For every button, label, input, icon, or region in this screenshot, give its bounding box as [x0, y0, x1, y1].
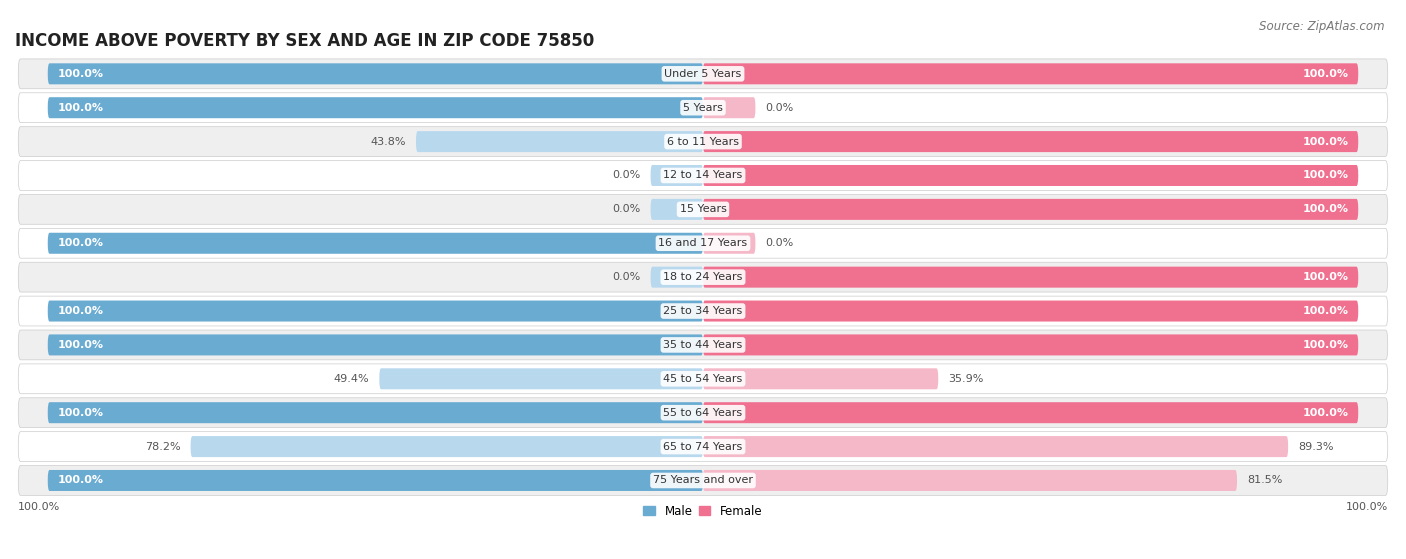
Text: 100.0%: 100.0%	[58, 103, 104, 113]
FancyBboxPatch shape	[191, 436, 703, 457]
Text: 100.0%: 100.0%	[1346, 503, 1388, 513]
Text: 45 to 54 Years: 45 to 54 Years	[664, 374, 742, 384]
Text: 35 to 44 Years: 35 to 44 Years	[664, 340, 742, 350]
FancyBboxPatch shape	[18, 330, 1388, 360]
Text: 100.0%: 100.0%	[58, 306, 104, 316]
FancyBboxPatch shape	[703, 301, 1358, 321]
FancyBboxPatch shape	[703, 165, 1358, 186]
FancyBboxPatch shape	[48, 334, 703, 356]
Text: 55 to 64 Years: 55 to 64 Years	[664, 408, 742, 418]
FancyBboxPatch shape	[703, 402, 1358, 423]
FancyBboxPatch shape	[651, 267, 703, 288]
Text: 25 to 34 Years: 25 to 34 Years	[664, 306, 742, 316]
FancyBboxPatch shape	[48, 402, 703, 423]
Text: 100.0%: 100.0%	[1302, 170, 1348, 181]
FancyBboxPatch shape	[18, 262, 1388, 292]
FancyBboxPatch shape	[18, 93, 1388, 122]
FancyBboxPatch shape	[703, 368, 938, 389]
FancyBboxPatch shape	[703, 436, 1288, 457]
FancyBboxPatch shape	[18, 160, 1388, 191]
FancyBboxPatch shape	[651, 165, 703, 186]
Text: 5 Years: 5 Years	[683, 103, 723, 113]
Text: 0.0%: 0.0%	[613, 272, 641, 282]
Text: 49.4%: 49.4%	[333, 374, 370, 384]
Text: 65 to 74 Years: 65 to 74 Years	[664, 442, 742, 452]
Text: 0.0%: 0.0%	[613, 170, 641, 181]
FancyBboxPatch shape	[703, 131, 1358, 152]
FancyBboxPatch shape	[18, 398, 1388, 428]
Text: 81.5%: 81.5%	[1247, 476, 1282, 485]
FancyBboxPatch shape	[703, 470, 1237, 491]
FancyBboxPatch shape	[48, 233, 703, 254]
FancyBboxPatch shape	[18, 296, 1388, 326]
Text: 100.0%: 100.0%	[1302, 340, 1348, 350]
FancyBboxPatch shape	[18, 364, 1388, 394]
Text: 18 to 24 Years: 18 to 24 Years	[664, 272, 742, 282]
Text: 0.0%: 0.0%	[765, 238, 793, 248]
Text: 100.0%: 100.0%	[58, 408, 104, 418]
FancyBboxPatch shape	[48, 63, 703, 84]
FancyBboxPatch shape	[380, 368, 703, 389]
FancyBboxPatch shape	[48, 97, 703, 118]
Text: 100.0%: 100.0%	[58, 340, 104, 350]
Text: 100.0%: 100.0%	[1302, 205, 1348, 214]
Text: 75 Years and over: 75 Years and over	[652, 476, 754, 485]
Text: 100.0%: 100.0%	[1302, 272, 1348, 282]
Text: 100.0%: 100.0%	[58, 476, 104, 485]
Text: 100.0%: 100.0%	[1302, 136, 1348, 146]
Text: 0.0%: 0.0%	[613, 205, 641, 214]
Text: 100.0%: 100.0%	[58, 238, 104, 248]
FancyBboxPatch shape	[18, 466, 1388, 495]
Text: 100.0%: 100.0%	[58, 69, 104, 79]
Text: 6 to 11 Years: 6 to 11 Years	[666, 136, 740, 146]
Legend: Male, Female: Male, Female	[638, 500, 768, 522]
FancyBboxPatch shape	[18, 228, 1388, 258]
Text: 0.0%: 0.0%	[765, 103, 793, 113]
Text: 43.8%: 43.8%	[371, 136, 406, 146]
FancyBboxPatch shape	[703, 233, 755, 254]
Text: 12 to 14 Years: 12 to 14 Years	[664, 170, 742, 181]
FancyBboxPatch shape	[18, 195, 1388, 224]
Text: 78.2%: 78.2%	[145, 442, 181, 452]
Text: 100.0%: 100.0%	[1302, 408, 1348, 418]
Text: 100.0%: 100.0%	[18, 503, 60, 513]
FancyBboxPatch shape	[703, 97, 755, 118]
FancyBboxPatch shape	[703, 63, 1358, 84]
FancyBboxPatch shape	[651, 199, 703, 220]
Text: 89.3%: 89.3%	[1298, 442, 1333, 452]
Text: Source: ZipAtlas.com: Source: ZipAtlas.com	[1260, 20, 1385, 32]
Text: 100.0%: 100.0%	[1302, 69, 1348, 79]
Text: 35.9%: 35.9%	[948, 374, 983, 384]
Text: 16 and 17 Years: 16 and 17 Years	[658, 238, 748, 248]
FancyBboxPatch shape	[703, 334, 1358, 356]
FancyBboxPatch shape	[48, 301, 703, 321]
FancyBboxPatch shape	[416, 131, 703, 152]
FancyBboxPatch shape	[18, 59, 1388, 89]
Text: 15 Years: 15 Years	[679, 205, 727, 214]
Text: 100.0%: 100.0%	[1302, 306, 1348, 316]
FancyBboxPatch shape	[703, 199, 1358, 220]
FancyBboxPatch shape	[18, 127, 1388, 157]
FancyBboxPatch shape	[48, 470, 703, 491]
FancyBboxPatch shape	[703, 267, 1358, 288]
Text: Under 5 Years: Under 5 Years	[665, 69, 741, 79]
Text: INCOME ABOVE POVERTY BY SEX AND AGE IN ZIP CODE 75850: INCOME ABOVE POVERTY BY SEX AND AGE IN Z…	[15, 32, 595, 50]
FancyBboxPatch shape	[18, 432, 1388, 462]
